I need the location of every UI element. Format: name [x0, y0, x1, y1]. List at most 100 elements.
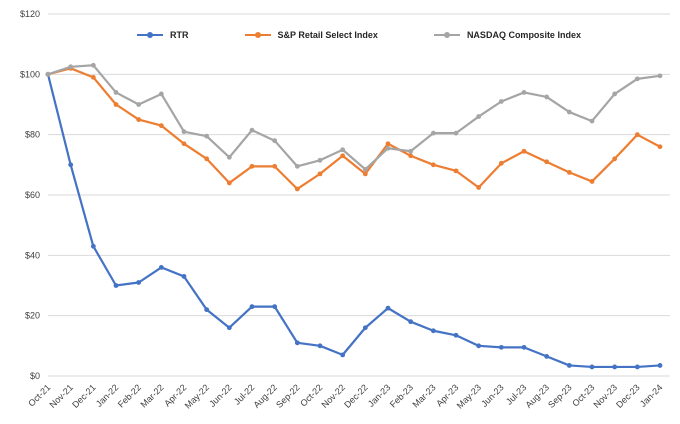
- x-axis-tick-label: Nov-23: [591, 382, 619, 410]
- data-point-s-p-retail-select-index: [158, 123, 164, 129]
- data-point-nasdaq-composite-index: [362, 166, 368, 172]
- x-axis-tick-label: Jan-23: [366, 382, 393, 409]
- x-axis-tick-label: Dec-22: [342, 382, 370, 410]
- data-point-nasdaq-composite-index: [476, 114, 482, 119]
- data-point-rtr: [272, 304, 278, 310]
- x-axis-tick-label: Mar-22: [139, 382, 166, 409]
- data-point-rtr: [657, 363, 663, 368]
- x-axis-tick-label: Dec-21: [70, 382, 98, 410]
- data-point-nasdaq-composite-index: [90, 62, 96, 68]
- legend-item-sp-retail-select-index: S&P Retail Select Index: [244, 30, 378, 40]
- y-axis-tick-label: $100: [20, 69, 40, 79]
- data-point-rtr: [589, 364, 595, 370]
- data-point-s-p-retail-select-index: [226, 180, 232, 186]
- data-point-s-p-retail-select-index: [657, 144, 663, 150]
- data-point-s-p-retail-select-index: [430, 162, 436, 168]
- y-axis-tick-label: $40: [25, 250, 40, 260]
- data-point-s-p-retail-select-index: [521, 148, 527, 154]
- data-point-nasdaq-composite-index: [453, 130, 459, 136]
- legend-item-nasdaq-composite-index: NASDAQ Composite Index: [433, 30, 581, 40]
- y-axis-tick-label: $20: [25, 311, 40, 321]
- data-point-nasdaq-composite-index: [566, 109, 572, 115]
- data-point-rtr: [498, 344, 504, 350]
- legend-item-rtr: RTR: [137, 30, 189, 40]
- y-axis-tick-label: $80: [25, 130, 40, 140]
- data-point-nasdaq-composite-index: [408, 148, 414, 154]
- x-axis-tick-label: Nov-22: [319, 382, 347, 410]
- x-axis-tick-label: Aug-23: [523, 382, 551, 410]
- data-point-nasdaq-composite-index: [544, 94, 550, 100]
- data-point-nasdaq-composite-index: [294, 163, 300, 169]
- data-point-s-p-retail-select-index: [498, 160, 504, 166]
- data-point-rtr: [181, 274, 187, 279]
- legend-label-rtr: RTR: [170, 30, 189, 40]
- data-point-s-p-retail-select-index: [408, 153, 414, 159]
- data-point-s-p-retail-select-index: [385, 141, 391, 147]
- data-point-nasdaq-composite-index: [136, 102, 142, 107]
- data-point-rtr: [340, 352, 346, 358]
- data-point-s-p-retail-select-index: [90, 74, 96, 80]
- x-axis-tick-label: Jan-22: [94, 382, 121, 409]
- x-axis-tick-label: Dec-23: [614, 382, 642, 410]
- data-point-rtr: [408, 319, 414, 325]
- x-axis-tick-label: Jan-24: [638, 382, 665, 409]
- data-point-nasdaq-composite-index: [158, 91, 164, 97]
- data-point-s-p-retail-select-index: [612, 156, 618, 162]
- data-point-s-p-retail-select-index: [453, 168, 459, 174]
- y-axis-tick-label: $0: [30, 371, 40, 381]
- data-point-rtr: [136, 280, 142, 285]
- data-point-s-p-retail-select-index: [113, 102, 119, 107]
- data-point-nasdaq-composite-index: [521, 90, 527, 95]
- legend-line-marker-icon: [137, 32, 164, 38]
- data-point-rtr: [204, 307, 210, 313]
- data-point-nasdaq-composite-index: [498, 99, 504, 104]
- data-point-rtr: [476, 343, 482, 349]
- data-point-s-p-retail-select-index: [589, 179, 595, 184]
- chart-legend: RTR S&P Retail Select Index NASDAQ Compo…: [48, 30, 670, 40]
- data-point-nasdaq-composite-index: [385, 145, 391, 151]
- data-point-rtr: [317, 343, 323, 349]
- y-axis-tick-label: $120: [20, 9, 40, 19]
- data-point-rtr: [226, 325, 232, 331]
- data-point-nasdaq-composite-index: [340, 147, 346, 153]
- data-point-rtr: [158, 265, 164, 270]
- data-point-s-p-retail-select-index: [317, 171, 323, 177]
- series-line-rtr: [46, 73, 662, 369]
- data-point-s-p-retail-select-index: [249, 163, 255, 169]
- x-axis-tick-label: Jun-22: [207, 382, 234, 409]
- data-point-s-p-retail-select-index: [634, 132, 640, 138]
- data-point-s-p-retail-select-index: [204, 156, 210, 162]
- data-point-rtr: [90, 243, 96, 249]
- x-axis-tick-label: Sep-23: [546, 382, 574, 410]
- data-point-rtr: [249, 304, 255, 310]
- x-axis-tick-label: Feb-23: [388, 382, 415, 409]
- data-point-s-p-retail-select-index: [272, 163, 278, 169]
- x-axis-tick-label: Feb-22: [116, 382, 143, 409]
- data-point-rtr: [68, 162, 74, 168]
- data-point-rtr: [385, 305, 391, 311]
- series-line-s-p-retail-select-index: [46, 67, 662, 191]
- data-point-rtr: [453, 332, 459, 338]
- data-point-rtr: [362, 325, 368, 331]
- data-point-s-p-retail-select-index: [294, 186, 300, 192]
- data-point-nasdaq-composite-index: [226, 154, 232, 160]
- series-line-nasdaq-composite-index: [46, 64, 662, 171]
- data-point-nasdaq-composite-index: [589, 118, 595, 124]
- data-point-rtr: [634, 364, 640, 370]
- x-axis-tick-label: Aug-22: [251, 382, 279, 410]
- y-axis-tick-label: $60: [25, 190, 40, 200]
- x-axis-tick-label: Jun-23: [479, 382, 506, 409]
- x-axis-tick-label: May-22: [183, 382, 211, 410]
- data-point-rtr: [612, 364, 618, 370]
- data-point-rtr: [113, 283, 119, 288]
- data-point-rtr: [566, 363, 572, 368]
- data-point-nasdaq-composite-index: [204, 133, 210, 139]
- x-axis-tick-label: Sep-22: [274, 382, 302, 410]
- data-point-nasdaq-composite-index: [634, 76, 640, 82]
- data-point-s-p-retail-select-index: [362, 171, 368, 177]
- data-point-nasdaq-composite-index: [612, 91, 618, 97]
- data-point-nasdaq-composite-index: [657, 73, 663, 79]
- data-point-s-p-retail-select-index: [476, 185, 482, 190]
- data-point-nasdaq-composite-index: [45, 71, 51, 77]
